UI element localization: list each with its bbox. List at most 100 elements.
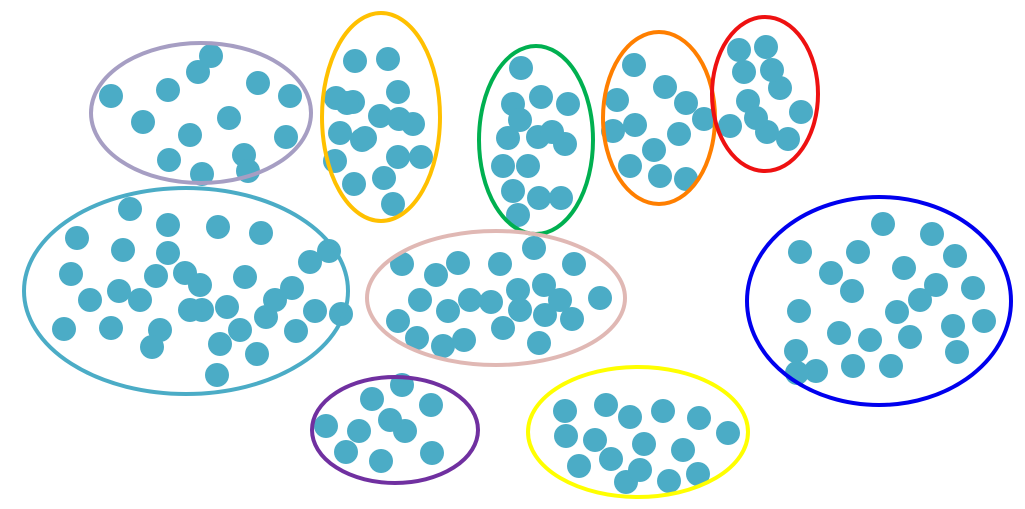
cluster-orange [601, 30, 717, 206]
cluster-lavender-point [131, 110, 155, 134]
cluster-yellow-point [553, 399, 577, 423]
cluster-green-point [516, 154, 540, 178]
cluster-purple-point [314, 414, 338, 438]
cluster-green [477, 44, 595, 236]
cluster-yellow-point [628, 458, 652, 482]
cluster-yellow-point [671, 438, 695, 462]
cluster-teal-point [178, 298, 202, 322]
cluster-orange-point [648, 164, 672, 188]
cluster-purple-boundary [310, 375, 480, 485]
cluster-gold-point [328, 121, 352, 145]
cluster-red [710, 15, 820, 173]
cluster-purple-point [347, 419, 371, 443]
cluster-pink-point [532, 273, 556, 297]
cluster-pink-point [560, 307, 584, 331]
cluster-purple-point [420, 441, 444, 465]
cluster-yellow-point [599, 447, 623, 471]
cluster-lavender-point [217, 106, 241, 130]
cluster-gold [320, 11, 442, 223]
cluster-lavender-boundary [89, 41, 313, 185]
cluster-lavender-point [199, 44, 223, 68]
cluster-blue-point [898, 325, 922, 349]
cluster-yellow-point [618, 405, 642, 429]
cluster-red-point [789, 100, 813, 124]
cluster-pink-point [491, 316, 515, 340]
cluster-pink-point [488, 252, 512, 276]
cluster-green-point [506, 203, 530, 227]
cluster-pink-point [431, 334, 455, 358]
cluster-teal-point [263, 288, 287, 312]
cluster-yellow-point [686, 462, 710, 486]
cluster-blue-point [961, 276, 985, 300]
cluster-gold-point [376, 47, 400, 71]
cluster-teal-point [233, 265, 257, 289]
cluster-blue-point [920, 222, 944, 246]
cluster-lavender-point [190, 162, 214, 186]
cluster-gold-point [387, 107, 411, 131]
cluster-blue-point [871, 212, 895, 236]
cluster-lavender-point [278, 84, 302, 108]
cluster-gold-point [368, 104, 392, 128]
cluster-orange-point [605, 88, 629, 112]
cluster-green-point [529, 85, 553, 109]
cluster-blue [745, 195, 1013, 407]
cluster-teal-point [206, 215, 230, 239]
cluster-blue-point [788, 240, 812, 264]
cluster-red-boundary [710, 15, 820, 173]
cluster-blue-point [819, 261, 843, 285]
cluster-teal-point [52, 317, 76, 341]
cluster-teal-point [228, 318, 252, 342]
cluster-teal-point [317, 239, 341, 263]
cluster-pink-point [408, 288, 432, 312]
cluster-gold-point [372, 166, 396, 190]
cluster-blue-point [784, 339, 808, 363]
cluster-blue-boundary [745, 195, 1013, 407]
cluster-blue-point [841, 354, 865, 378]
cluster-teal-point [205, 363, 229, 387]
cluster-pink-point [508, 298, 532, 322]
cluster-pink-boundary [365, 229, 627, 367]
cluster-teal-point [59, 262, 83, 286]
cluster-teal-point [78, 288, 102, 312]
cluster-teal-point [140, 335, 164, 359]
cluster-teal-point [65, 226, 89, 250]
cluster-red-point [732, 60, 756, 84]
cluster-orange-point [692, 107, 716, 131]
cluster-green-point [527, 186, 551, 210]
cluster-blue-point [945, 340, 969, 364]
cluster-pink-point [424, 263, 448, 287]
cluster-red-point [754, 35, 778, 59]
cluster-pink-point [588, 286, 612, 310]
cluster-orange-point [623, 113, 647, 137]
cluster-teal-point [99, 316, 123, 340]
cluster-teal-point [111, 238, 135, 262]
cluster-red-point [718, 114, 742, 138]
cluster-blue-point [787, 299, 811, 323]
cluster-pink-point [533, 303, 557, 327]
cluster-pink-point [479, 290, 503, 314]
cluster-gold-point [342, 172, 366, 196]
cluster-yellow-boundary [526, 365, 750, 499]
cluster-blue-point [846, 240, 870, 264]
cluster-gold-point [386, 145, 410, 169]
cluster-pink-point [452, 328, 476, 352]
cluster-gold-point [335, 91, 359, 115]
cluster-blue-point [879, 354, 903, 378]
cluster-purple-point [419, 393, 443, 417]
cluster-lavender-point [178, 123, 202, 147]
cluster-yellow-point [567, 454, 591, 478]
cluster-orange-point [653, 75, 677, 99]
cluster-pink-point [522, 236, 546, 260]
cluster-pink-point [527, 331, 551, 355]
cluster-orange-point [622, 53, 646, 77]
cluster-pink-point [446, 251, 470, 275]
cluster-yellow-point [583, 428, 607, 452]
cluster-lavender-point [156, 78, 180, 102]
cluster-blue-point [924, 273, 948, 297]
cluster-blue-point [892, 256, 916, 280]
cluster-teal-boundary [22, 186, 350, 396]
cluster-red-point [727, 38, 751, 62]
cluster-pink-point [405, 326, 429, 350]
cluster-blue-point [908, 288, 932, 312]
cluster-gold-boundary [320, 11, 442, 223]
